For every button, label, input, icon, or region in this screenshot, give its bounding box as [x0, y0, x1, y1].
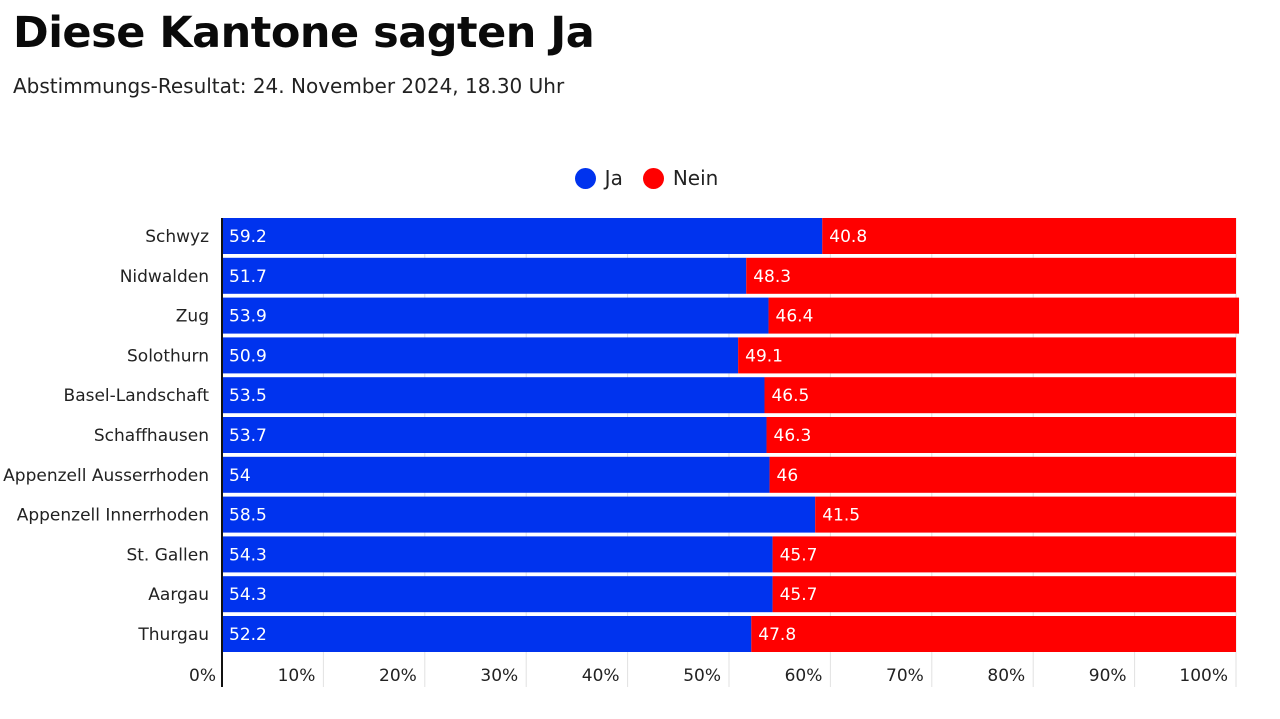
bar-ja — [222, 456, 770, 493]
bar-nein — [768, 297, 1240, 334]
data-label-ja: 50.9 — [229, 346, 267, 366]
data-label-ja: 54.3 — [229, 545, 267, 565]
data-label-ja: 59.2 — [229, 227, 267, 247]
bar-nein — [746, 257, 1236, 294]
bar-nein — [772, 536, 1236, 573]
bar-nein — [772, 576, 1236, 613]
bar-ja — [222, 218, 823, 254]
bar-ja — [222, 337, 739, 374]
data-label-nein: 46.5 — [771, 386, 809, 406]
x-tick-label: 50% — [683, 666, 721, 686]
legend-item-ja: Ja — [574, 166, 623, 190]
category-label: Basel-Landschaft — [64, 386, 210, 406]
bar-ja — [222, 496, 816, 533]
data-label-nein: 47.8 — [758, 625, 796, 645]
bar-ja — [222, 616, 752, 652]
bar-nein — [822, 218, 1236, 254]
category-label: Aargau — [148, 585, 209, 605]
legend-label-ja: Ja — [604, 166, 623, 190]
data-label-ja: 53.9 — [229, 307, 267, 327]
bar-ja — [222, 536, 773, 573]
bar-nein — [738, 337, 1236, 374]
data-label-nein: 45.7 — [780, 545, 818, 565]
category-label: Schwyz — [145, 227, 209, 247]
bar-nein — [766, 417, 1236, 453]
bar-ja — [222, 576, 773, 613]
bar-ja — [222, 377, 765, 414]
category-label: Schaffhausen — [94, 426, 209, 446]
legend-item-nein: Nein — [642, 166, 719, 190]
bar-ja — [222, 297, 769, 334]
x-tick-label: 10% — [278, 666, 316, 686]
data-label-nein: 48.3 — [753, 267, 791, 287]
data-label-ja: 54 — [229, 466, 251, 486]
data-label-nein: 46.4 — [776, 307, 814, 327]
data-label-nein: 49.1 — [745, 346, 783, 366]
data-label-ja: 53.7 — [229, 426, 267, 446]
data-label-ja: 54.3 — [229, 585, 267, 605]
x-tick-label: 40% — [582, 666, 620, 686]
chart-title: Diese Kantone sagten Ja — [13, 8, 595, 58]
bar-nein — [751, 616, 1236, 652]
legend: Ja Nein — [0, 166, 1280, 190]
x-tick-label: 20% — [379, 666, 417, 686]
data-label-ja: 52.2 — [229, 625, 267, 645]
category-label: St. Gallen — [126, 545, 209, 565]
bar-nein — [764, 377, 1236, 414]
chart-subtitle: Abstimmungs-Resultat: 24. November 2024,… — [13, 74, 565, 98]
data-label-nein: 45.7 — [780, 585, 818, 605]
category-label: Solothurn — [127, 346, 209, 366]
category-label: Thurgau — [137, 625, 209, 645]
bar-ja — [222, 417, 767, 453]
bar-nein — [769, 456, 1236, 493]
category-label: Nidwalden — [120, 267, 209, 287]
x-tick-label: 30% — [480, 666, 518, 686]
x-tick-label: 80% — [987, 666, 1025, 686]
category-label: Appenzell Innerrhoden — [17, 506, 209, 526]
legend-marker-nein — [642, 167, 664, 189]
bar-nein — [815, 496, 1236, 533]
x-tick-label: 60% — [785, 666, 823, 686]
category-label: Zug — [176, 307, 209, 327]
category-label: Appenzell Ausserrhoden — [3, 466, 209, 486]
x-tick-label: 90% — [1089, 666, 1127, 686]
legend-marker-ja — [574, 167, 596, 189]
legend-label-nein: Nein — [672, 166, 719, 190]
data-label-nein: 46.3 — [774, 426, 812, 446]
x-tick-label: 70% — [886, 666, 924, 686]
data-label-nein: 46 — [777, 466, 799, 486]
data-label-nein: 41.5 — [822, 506, 860, 526]
bar-ja — [222, 257, 747, 294]
data-label-ja: 58.5 — [229, 506, 267, 526]
data-label-nein: 40.8 — [829, 227, 867, 247]
x-tick-label: 100% — [1179, 666, 1228, 686]
x-tick-label: 0% — [189, 666, 216, 686]
data-label-ja: 53.5 — [229, 386, 267, 406]
data-label-ja: 51.7 — [229, 267, 267, 287]
